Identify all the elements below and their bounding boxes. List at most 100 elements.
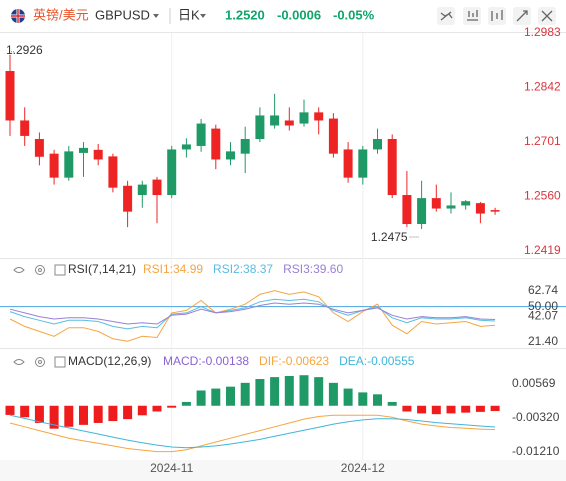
histogram-bar <box>328 382 338 406</box>
histogram-bar <box>64 405 74 427</box>
hide-button[interactable] <box>13 359 25 365</box>
y-tick-label: -0.00320 <box>512 410 560 424</box>
y-tick-label: 62.74 <box>528 283 558 297</box>
candle-body <box>137 184 147 196</box>
candle-body <box>358 149 368 178</box>
candle-body <box>431 198 441 209</box>
histogram-bar <box>431 405 441 415</box>
histogram-bar <box>314 377 324 406</box>
histogram-bar <box>137 405 147 416</box>
flag-icon <box>11 9 25 23</box>
candle-body <box>167 149 177 196</box>
histogram-bar <box>270 377 280 406</box>
y-tick-label: 1.2983 <box>524 25 561 39</box>
candle-body <box>373 139 382 150</box>
histogram-bar <box>373 394 382 406</box>
dropdown-arrow[interactable] <box>153 14 159 18</box>
period[interactable]: 日K <box>178 7 200 22</box>
close-button[interactable] <box>538 7 556 25</box>
histogram-bar <box>211 388 221 406</box>
select-box[interactable] <box>54 264 66 276</box>
compare-button[interactable] <box>513 7 531 25</box>
candle-body <box>328 118 338 154</box>
legend-entry: DIF:-0.00623 <box>259 354 329 368</box>
candle-body <box>64 151 74 178</box>
candle-body <box>284 120 294 126</box>
histogram-bar <box>417 405 427 414</box>
price: 1.2520 <box>225 7 265 22</box>
instrument-name: 英镑/美元 <box>33 7 89 22</box>
hide-button[interactable] <box>13 267 25 273</box>
histogram-bar <box>490 405 500 412</box>
high-annotation: 1.2926 <box>6 43 43 57</box>
histogram-bar <box>284 375 294 406</box>
style-button[interactable] <box>488 7 506 25</box>
candle-body <box>79 147 88 153</box>
symbol[interactable]: GBPUSD <box>95 7 150 22</box>
histogram-bar <box>152 405 162 412</box>
histogram-bar <box>167 405 177 408</box>
y-tick-label: 1.2701 <box>524 134 561 148</box>
indicator-button[interactable] <box>463 7 481 25</box>
histogram-bar <box>402 405 412 412</box>
histogram-bar <box>34 405 44 423</box>
candle-body <box>402 195 412 225</box>
histogram-bar <box>446 405 456 414</box>
candle-body <box>181 144 191 150</box>
histogram-bar <box>358 392 368 406</box>
legend-entry: MACD:-0.00138 <box>163 354 249 368</box>
y-tick-label: 1.2560 <box>524 188 561 202</box>
candle-body <box>49 153 59 178</box>
settings-button[interactable] <box>35 357 45 367</box>
x-axis-band <box>0 460 566 481</box>
candle-body <box>93 149 103 160</box>
y-tick-label: 21.40 <box>528 334 558 348</box>
histogram-bar <box>181 401 191 406</box>
candle-body <box>475 203 485 214</box>
histogram-bar <box>475 405 485 412</box>
draw-tool-button[interactable] <box>437 7 455 25</box>
y-tick-label: 42.07 <box>528 309 558 323</box>
histogram-bar <box>226 386 235 406</box>
y-tick-label: 0.00569 <box>512 376 556 390</box>
indicator-line <box>9 302 496 325</box>
y-tick-label: 1.2419 <box>524 243 561 257</box>
panel-title: MACD(12,26,9) <box>68 354 151 368</box>
candle-body <box>152 179 162 196</box>
histogram-bar <box>387 401 397 406</box>
candle-body <box>211 128 221 160</box>
candle-body <box>108 156 118 188</box>
candle-body <box>314 112 324 121</box>
dropdown-arrow[interactable] <box>200 14 206 18</box>
histogram-bar <box>461 405 471 413</box>
candle-body <box>240 139 250 154</box>
candle-body <box>490 210 500 212</box>
candle-body <box>20 120 30 136</box>
legend-entry: DEA:-0.00555 <box>339 354 415 368</box>
candle-body <box>255 115 265 140</box>
candle-body <box>387 139 397 196</box>
candle-body <box>123 185 133 212</box>
candle-body <box>5 71 15 121</box>
candle-body <box>270 115 280 126</box>
legend-entry: RSI2:38.37 <box>213 262 273 276</box>
x-tick-label: 2024-12 <box>341 461 385 475</box>
y-tick-label: 50.00 <box>528 299 558 313</box>
candle-body <box>226 151 235 160</box>
histogram-bar <box>196 390 206 406</box>
x-tick-label: 2024-11 <box>150 461 193 475</box>
candle-body <box>417 198 427 225</box>
y-tick-label: 1.2842 <box>524 79 561 93</box>
panel-title: RSI(7,14,21) <box>68 262 136 276</box>
y-tick-label: -0.01210 <box>512 444 560 458</box>
indicator-line <box>9 290 496 342</box>
histogram-bar <box>49 405 59 429</box>
settings-button[interactable] <box>35 265 45 275</box>
histogram-bar <box>93 405 103 423</box>
candle-body <box>461 201 471 206</box>
select-box[interactable] <box>54 356 66 368</box>
candle-body <box>343 149 353 178</box>
